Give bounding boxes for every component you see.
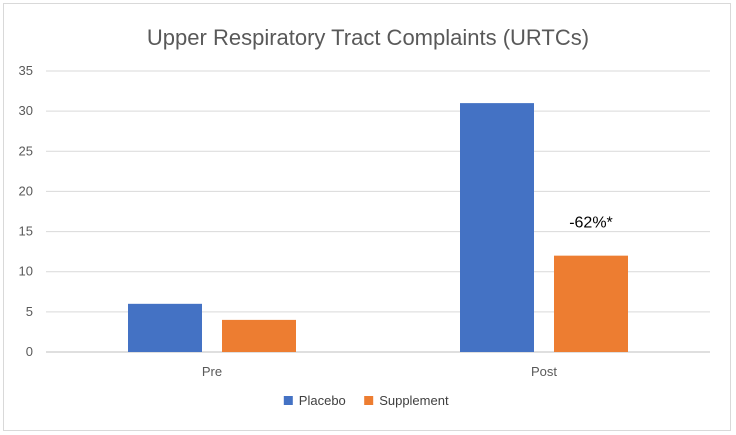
y-tick-label: 10 <box>19 264 33 279</box>
annotation-label: -62%* <box>569 215 613 232</box>
bar-supplement-post <box>554 255 628 352</box>
bar-supplement-pre <box>222 319 296 352</box>
bar-placebo-pre <box>128 303 202 352</box>
legend: Placebo Supplement <box>283 393 449 408</box>
legend-swatch <box>283 396 293 405</box>
x-category-label: Post <box>531 364 557 379</box>
legend-item-supplement: Supplement <box>364 393 449 408</box>
legend-label: Supplement <box>379 393 449 408</box>
y-tick-label: 15 <box>19 224 33 239</box>
bar-placebo-post <box>460 103 534 352</box>
y-tick-label: 25 <box>19 143 33 158</box>
x-axis-categories: Pre Post <box>202 364 558 379</box>
legend-swatch <box>364 396 374 405</box>
y-tick-label: 30 <box>19 103 33 118</box>
y-tick-label: 0 <box>26 344 33 359</box>
x-category-label: Pre <box>202 364 222 379</box>
y-tick-label: 20 <box>19 183 33 198</box>
y-tick-label: 5 <box>26 304 33 319</box>
legend-label: Placebo <box>299 393 346 408</box>
chart-frame <box>3 3 731 431</box>
annotations: -62%* <box>569 215 613 232</box>
y-tick-label: 35 <box>19 63 33 78</box>
chart-title: Upper Respiratory Tract Complaints (URTC… <box>147 25 589 50</box>
bars <box>128 103 628 352</box>
legend-item-placebo: Placebo <box>283 393 346 408</box>
y-axis-ticks: 0 5 10 15 20 25 30 35 <box>19 63 33 359</box>
